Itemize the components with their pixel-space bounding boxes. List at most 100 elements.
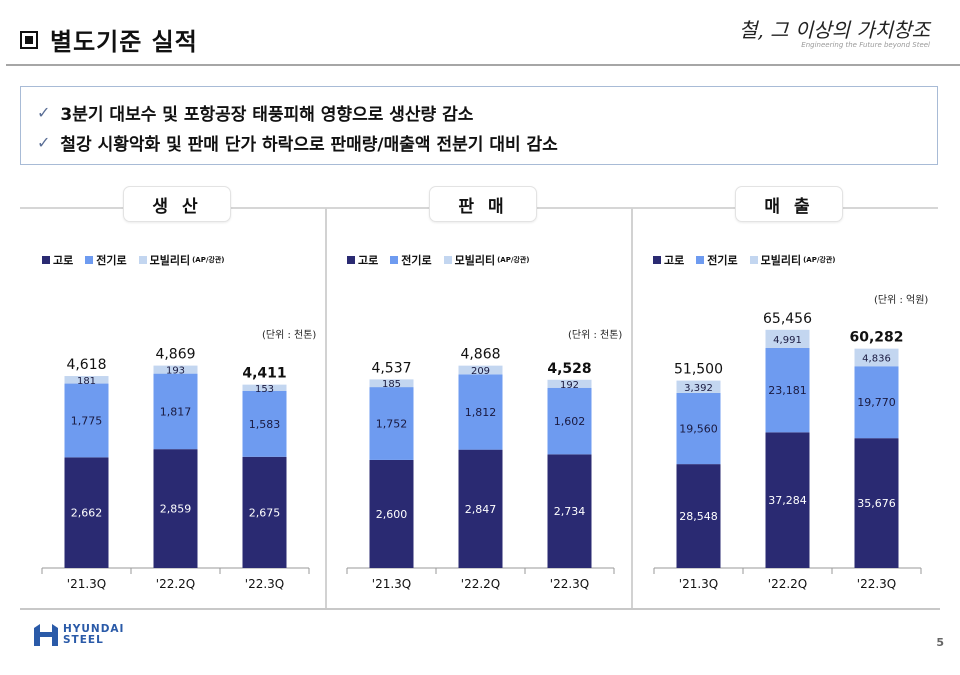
legend-label: 고로 xyxy=(358,254,379,267)
legend-swatch xyxy=(749,256,758,264)
bar-value-label: 28,548 xyxy=(679,510,718,523)
x-tick-label: '22.3Q xyxy=(857,577,896,591)
bar-value-label: 23,181 xyxy=(768,384,807,397)
bar-value-label: 4,991 xyxy=(773,335,802,346)
legend-swatch xyxy=(443,256,452,264)
logo-text-line2: STEEL xyxy=(63,634,104,646)
bar-segment-electric xyxy=(153,373,198,450)
bar-total-label: 4,537 xyxy=(371,360,411,376)
legend-swatch xyxy=(390,256,399,264)
x-tick-label: '21.3Q xyxy=(679,577,718,591)
bottom-rule xyxy=(20,608,940,610)
bar-segment-mobility xyxy=(153,365,198,374)
bar-value-label: 2,600 xyxy=(376,508,408,521)
bar-value-label: 35,676 xyxy=(857,497,896,510)
unit-label: (단위 : 천톤) xyxy=(262,330,317,341)
bar-segment-blast xyxy=(242,456,287,568)
bar-segment-blast xyxy=(854,438,899,568)
hyundai-steel-logo: HYUNDAI STEEL xyxy=(34,624,124,646)
legend: 고로 전기로 모빌리티 (AP/강관) xyxy=(653,252,848,268)
bar-value-label: 2,847 xyxy=(465,503,497,516)
bar-segment-electric xyxy=(369,387,414,460)
bar-segment-mobility xyxy=(64,376,109,384)
bar-segment-blast xyxy=(547,454,592,568)
bar-segment-electric xyxy=(676,392,721,465)
summary-bullet: ✓ 철강 시황악화 및 판매 단가 하락으로 판매량/매출액 전분기 대비 감소 xyxy=(37,127,937,157)
legend-label: 모빌리티 xyxy=(149,254,191,267)
bar-value-label: 4,836 xyxy=(862,353,891,364)
bar-segment-electric xyxy=(242,391,287,457)
x-tick-label: '22.3Q xyxy=(550,577,589,591)
bar-segment-electric xyxy=(458,374,503,450)
bar-value-label: 2,662 xyxy=(71,507,103,520)
bar-value-label: 193 xyxy=(166,366,185,377)
panel-divider xyxy=(631,208,633,608)
bar-segment-mobility xyxy=(765,329,810,348)
bar-segment-electric xyxy=(547,387,592,455)
summary-text: 철강 시황악화 및 판매 단가 하락으로 판매량/매출액 전분기 대비 감소 xyxy=(60,134,558,155)
bar-value-label: 1,583 xyxy=(249,418,281,431)
bar-value-label: 19,560 xyxy=(679,423,718,436)
bar-value-label: 1,817 xyxy=(160,405,192,418)
bar-segment-mobility xyxy=(369,379,414,388)
page-title: 별도기준 실적 xyxy=(50,28,198,56)
revenue-chart: 28,548 19,560 3,392 51,500 '21.3Q 37,284 23,18… xyxy=(653,311,922,591)
logo-text-line1: HYUNDAI xyxy=(63,623,125,635)
bar-segment-electric xyxy=(64,383,109,458)
bar-value-label: 37,284 xyxy=(768,494,807,507)
bar-value-label: 2,859 xyxy=(160,503,192,516)
legend-swatch xyxy=(347,256,355,264)
check-icon: ✓ xyxy=(37,132,51,152)
bar-segment-blast xyxy=(676,464,721,568)
bar-value-label: 1,752 xyxy=(376,418,408,431)
x-tick-label: '21.3Q xyxy=(67,577,106,591)
bar-segment-blast xyxy=(765,432,810,568)
bar-segment-blast xyxy=(458,449,503,568)
bar-total-label: 4,411 xyxy=(242,366,286,382)
bar-segment-mobility xyxy=(854,348,899,367)
legend-item-blast: 고로 xyxy=(347,252,378,268)
legend-label: 모빌리티 xyxy=(454,254,496,267)
bar-total-label: 60,282 xyxy=(849,330,903,346)
legend-note: (AP/강관) xyxy=(497,256,530,264)
legend-note: (AP/강관) xyxy=(803,256,836,264)
legend-item-electric: 전기로 xyxy=(390,252,432,268)
bar-value-label: 3,392 xyxy=(684,383,713,394)
legend-item-blast: 고로 xyxy=(653,252,684,268)
legend: 고로 전기로 모빌리티 (AP/강관) xyxy=(347,252,542,268)
summary-box: ✓ 3분기 대보수 및 포항공장 태풍피해 영향으로 생산량 감소 ✓ 철강 시… xyxy=(20,86,938,165)
legend-swatch xyxy=(696,256,705,264)
bar-value-label: 1,602 xyxy=(554,415,586,428)
legend-swatch xyxy=(138,256,147,264)
legend-swatch xyxy=(85,256,94,264)
x-tick-label: '22.2Q xyxy=(461,577,500,591)
legend-item-electric: 전기로 xyxy=(85,252,127,268)
summary-text: 3분기 대보수 및 포항공장 태풍피해 영향으로 생산량 감소 xyxy=(60,104,474,125)
bar-segment-mobility xyxy=(242,384,287,392)
unit-label: (단위 : 억원) xyxy=(874,295,929,306)
bar-total-label: 51,500 xyxy=(674,362,723,378)
legend-label: 전기로 xyxy=(401,254,432,267)
check-icon: ✓ xyxy=(37,102,51,122)
title-divider xyxy=(6,64,960,66)
page-number: 5 xyxy=(936,636,944,649)
legend-swatch xyxy=(42,256,50,264)
summary-bullet: ✓ 3분기 대보수 및 포항공장 태풍피해 영향으로 생산량 감소 xyxy=(37,97,937,127)
bar-total-label: 4,618 xyxy=(66,357,106,373)
bar-segment-blast xyxy=(64,457,109,568)
legend-item-mobility: 모빌리티 (AP/강관) xyxy=(443,252,530,268)
legend-item-blast: 고로 xyxy=(42,252,73,268)
x-tick-label: '22.2Q xyxy=(768,577,807,591)
bar-value-label: 1,775 xyxy=(71,414,103,427)
bar-segment-mobility xyxy=(458,365,503,375)
bar-total-label: 4,868 xyxy=(460,347,500,363)
legend: 고로 전기로 모빌리티 (AP/강관) xyxy=(42,252,237,268)
legend-label: 전기로 xyxy=(707,254,738,267)
bar-value-label: 192 xyxy=(560,380,579,391)
bar-value-label: 19,770 xyxy=(857,396,896,409)
square-bullet-icon xyxy=(20,30,38,49)
bar-value-label: 153 xyxy=(255,384,274,395)
x-tick-label: '22.2Q xyxy=(156,577,195,591)
bar-value-label: 1,812 xyxy=(465,406,497,419)
logo-h-icon xyxy=(34,624,58,646)
